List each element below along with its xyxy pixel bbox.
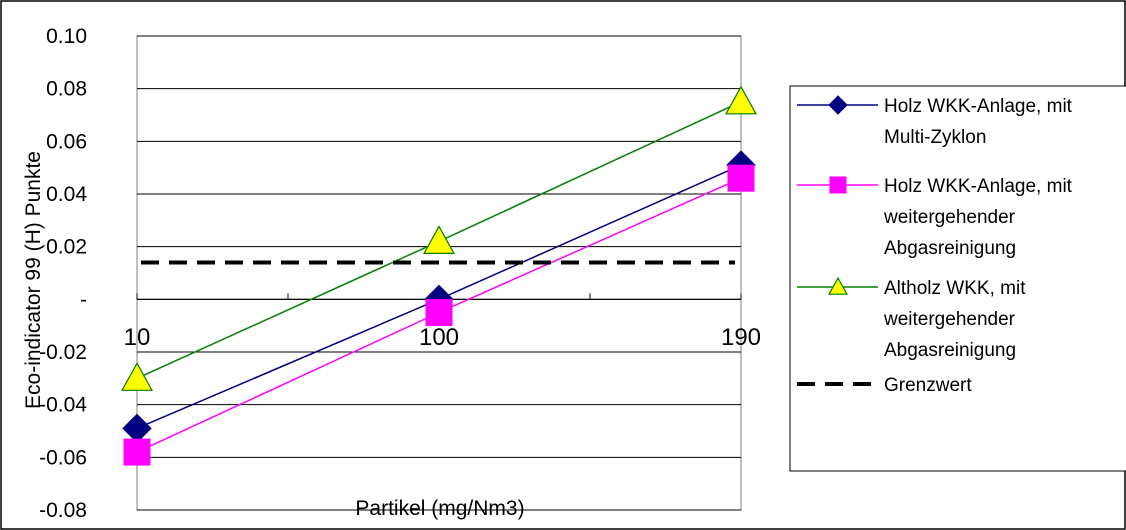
legend-item-3: Grenzwert [797,375,972,396]
legend-box [789,85,1126,472]
legend-item-2: Altholz WKK, mit weitergehender Abgasreini… [797,276,1026,361]
y-tick-label: 0.02 [46,236,87,259]
plot-area [136,35,742,511]
x-tick-label: 10 [124,324,151,351]
data-point-square [727,164,755,192]
legend-label: Abgasreinigung [884,238,1016,259]
tick-labels: 0.10 0.08 0.06 0.04 0.02 - -0.02 -0.04 -0.06 -0.0… [39,25,761,522]
y-tick-label: 0.10 [46,25,87,48]
y-axis-title: Eco-indicator 99 (H) Punkte [22,151,45,409]
x-tick-label: 190 [721,324,761,351]
legend-label: Grenzwert [884,375,972,396]
data-point-square [425,299,453,326]
legend-item-0: Holz WKK-Anlage, mit Multi-Zyklon [797,95,1073,148]
y-tick-label: - [80,288,87,311]
y-tick-label: -0.08 [39,499,87,522]
legend-label: Abgasreinigung [884,340,1016,361]
y-tick-label: 0.08 [46,78,87,101]
data-point-triangle [120,362,154,391]
x-tick-label: 100 [419,324,459,351]
legend-marker [829,176,847,194]
legend-label: weitergehender [883,207,1016,228]
legend-label: Holz WKK-Anlage, mit [884,176,1073,197]
legend-item-1: Holz WKK-Anlage, mit weitergehender Abgasr… [797,176,1073,259]
x-axis-title: Partikel (mg/Nm3) [355,497,524,520]
y-tick-label: 0.06 [46,130,87,153]
data-point-square [123,438,151,466]
data-point-triangle [724,85,758,115]
legend-marker [828,95,848,115]
y-tick-label: -0.06 [39,446,87,469]
series-1 [123,164,755,466]
series-2 [120,85,758,391]
legend-marker [827,276,849,295]
y-tick-label: -0.02 [39,341,87,364]
y-tick-label: -0.04 [39,394,87,417]
series [120,85,758,466]
legend-label: Holz WKK-Anlage, mit [884,96,1073,117]
y-tick-label: 0.04 [46,183,87,206]
legend-label: weitergehender [883,309,1016,330]
legend-label: Altholz WKK, mit [884,278,1026,299]
legend-label: Multi-Zyklon [884,127,986,148]
data-point-triangle [422,225,456,254]
